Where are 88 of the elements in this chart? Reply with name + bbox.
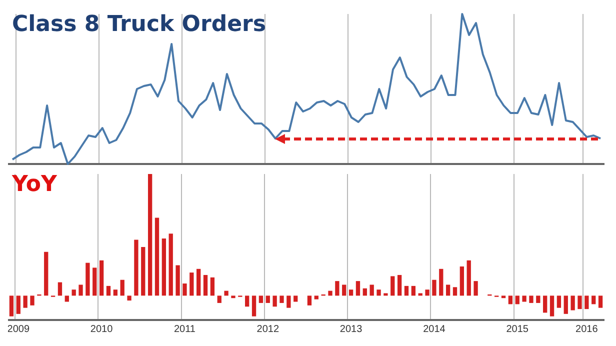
bar — [584, 296, 589, 310]
bar — [598, 296, 603, 308]
bar — [217, 296, 222, 303]
bar — [168, 234, 173, 296]
bar — [404, 286, 409, 296]
bar — [266, 296, 270, 303]
bar — [501, 296, 506, 298]
bar — [224, 290, 228, 296]
bar — [314, 296, 318, 300]
bar — [570, 296, 575, 310]
bar — [384, 293, 388, 296]
bar — [348, 290, 354, 296]
bar — [550, 296, 554, 316]
bar — [376, 290, 381, 296]
bar — [397, 274, 402, 296]
bar — [272, 296, 277, 307]
bar — [446, 284, 450, 296]
bar — [425, 290, 430, 296]
bar — [231, 296, 236, 298]
bar — [335, 281, 340, 296]
bar — [78, 284, 83, 296]
bar — [148, 174, 152, 296]
bar — [328, 290, 332, 296]
chart-title: YoY — [12, 172, 57, 197]
bar — [411, 286, 416, 296]
bar — [210, 277, 215, 296]
bar — [245, 296, 250, 307]
bar — [280, 296, 284, 303]
x-tick-label: 2014 — [423, 324, 446, 335]
bar — [72, 290, 76, 296]
bar — [113, 290, 118, 296]
bar — [418, 293, 422, 296]
bar — [134, 240, 138, 296]
bar — [460, 266, 464, 296]
bar — [92, 268, 97, 296]
bar — [432, 280, 436, 296]
bar — [252, 296, 256, 316]
bar — [307, 296, 312, 306]
bar — [154, 218, 160, 296]
bar — [342, 284, 346, 296]
bar — [203, 274, 208, 296]
bar — [362, 288, 367, 296]
bar — [196, 268, 201, 296]
bar — [16, 296, 20, 314]
x-tick-label: 2012 — [256, 324, 280, 335]
x-tick-label: 2010 — [90, 324, 114, 335]
bar — [286, 296, 291, 308]
bar — [529, 296, 534, 303]
x-tick-label: 2011 — [174, 324, 196, 335]
bar — [9, 296, 14, 316]
bar — [30, 296, 34, 306]
bar — [508, 296, 513, 304]
bar — [536, 296, 540, 303]
bar — [120, 280, 124, 296]
bar — [258, 296, 264, 303]
bar — [592, 296, 596, 304]
bar — [370, 284, 374, 296]
bar — [64, 296, 69, 302]
bar — [578, 296, 582, 310]
bar — [190, 272, 194, 296]
x-tick-label: 2013 — [340, 324, 363, 335]
bar — [356, 281, 360, 296]
bar — [474, 281, 478, 296]
x-tick-label: 2015 — [506, 324, 529, 335]
bar — [176, 265, 180, 296]
x-tick-label: 2009 — [7, 324, 30, 335]
bar — [86, 262, 90, 296]
bar — [162, 238, 166, 296]
bar — [127, 296, 132, 301]
bar — [522, 296, 526, 302]
chart-title: Class 8 Truck Orders — [12, 12, 266, 37]
bar — [294, 296, 298, 302]
bar — [452, 287, 458, 296]
bar — [44, 252, 48, 296]
bar — [106, 286, 111, 296]
bar — [515, 296, 520, 304]
bar — [182, 284, 187, 296]
bar — [141, 247, 146, 296]
bar — [543, 296, 548, 313]
bar — [466, 260, 471, 296]
x-tick-label: 2016 — [576, 324, 598, 335]
bar — [23, 296, 28, 308]
bar — [58, 282, 62, 296]
bar — [99, 260, 104, 296]
bar — [556, 296, 562, 308]
bar — [564, 296, 568, 314]
bar — [390, 276, 395, 296]
bar — [439, 268, 444, 296]
